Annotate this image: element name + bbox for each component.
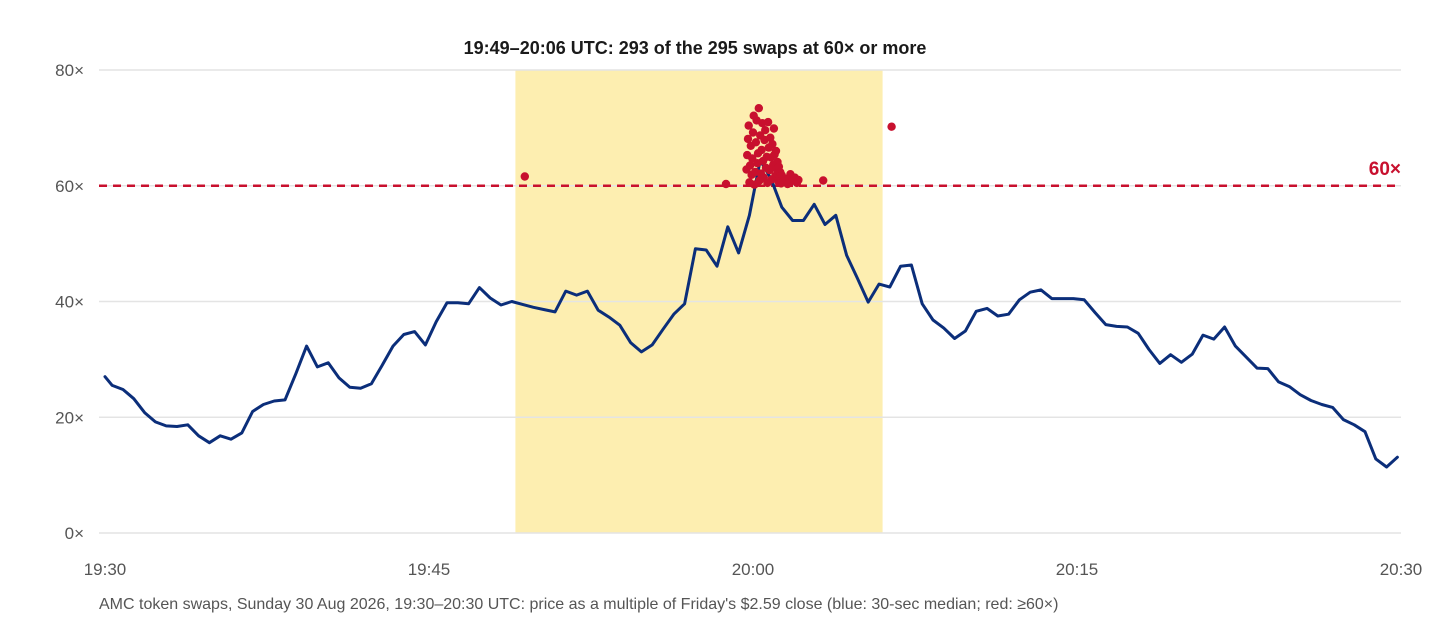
- chart-caption: AMC token swaps, Sunday 30 Aug 2026, 19:…: [99, 596, 1058, 613]
- swap-point: [771, 146, 781, 156]
- swap-point: [748, 128, 758, 137]
- swap-point: [520, 172, 529, 181]
- x-tick-label: 20:15: [1056, 560, 1099, 579]
- swap-point: [766, 133, 775, 142]
- y-tick-label: 20×: [55, 408, 84, 427]
- y-tick-label: 40×: [55, 293, 84, 312]
- swap-point: [761, 126, 770, 135]
- y-tick-label: 0×: [65, 524, 84, 543]
- x-tick-label: 20:00: [732, 560, 775, 579]
- swap-point: [794, 175, 803, 185]
- swap-point: [745, 161, 755, 170]
- swap-point: [763, 117, 773, 127]
- swap-point: [721, 179, 731, 189]
- swap-point: [744, 121, 753, 130]
- swap-point: [757, 145, 766, 155]
- median-price-line: [103, 158, 1399, 469]
- swap-point: [887, 122, 896, 131]
- y-tick-label: 60×: [55, 177, 84, 196]
- x-tick-label: 19:45: [408, 560, 451, 579]
- x-tick-label: 20:30: [1380, 560, 1423, 579]
- swap-point: [769, 124, 779, 133]
- y-axis-tick-labels: 0× 20× 40× 60× 80×: [55, 61, 84, 543]
- swap-point: [751, 138, 761, 147]
- swap-point: [819, 176, 828, 185]
- y-tick-label: 80×: [55, 61, 84, 80]
- threshold-label: 60×: [1369, 159, 1401, 180]
- swap-point: [743, 134, 753, 144]
- chart-title: 19:49–20:06 UTC: 293 of the 295 swaps at…: [464, 38, 927, 58]
- x-tick-label: 19:30: [84, 560, 127, 579]
- swap-point: [754, 104, 763, 113]
- high-price-swap-points: [520, 104, 896, 189]
- swap-point: [768, 139, 777, 149]
- x-axis-tick-labels: 19:30 19:45 20:00 20:15 20:30: [84, 560, 1423, 579]
